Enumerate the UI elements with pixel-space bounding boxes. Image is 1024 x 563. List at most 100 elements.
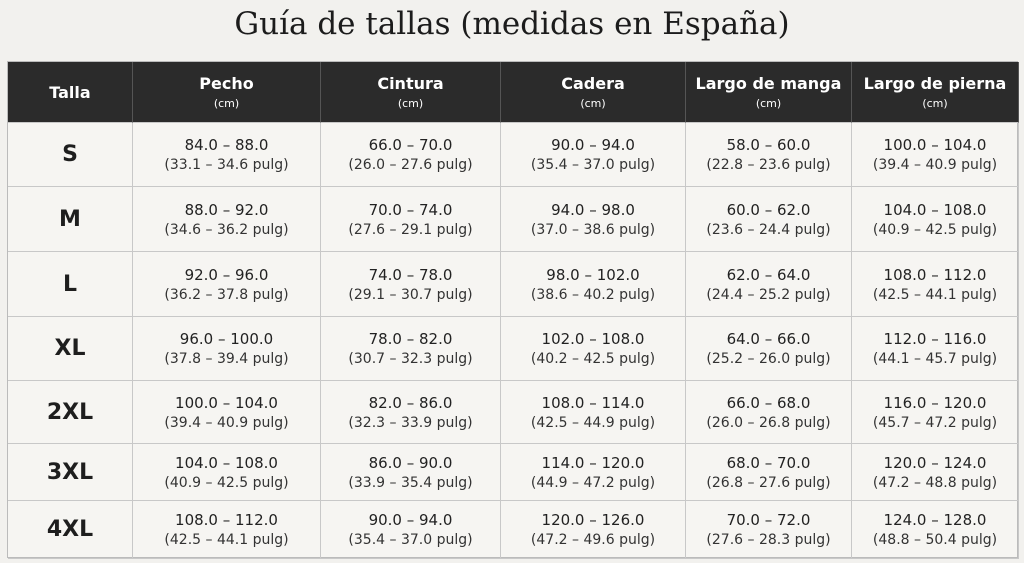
inch-range: (23.6 – 24.4 pulg) bbox=[706, 221, 831, 238]
header-cell: Largo de manga (cm) bbox=[686, 62, 852, 123]
measure-cell: 66.0 – 68.0 (26.0 – 26.8 pulg) bbox=[686, 381, 852, 444]
inch-range: (26.0 – 26.8 pulg) bbox=[706, 414, 831, 431]
header-unit: (cm) bbox=[755, 97, 782, 110]
cm-range: 92.0 – 96.0 bbox=[184, 265, 269, 284]
measure-cell: 88.0 – 92.0 (34.6 – 36.2 pulg) bbox=[133, 187, 321, 252]
measure-cell: 70.0 – 74.0 (27.6 – 29.1 pulg) bbox=[321, 187, 501, 252]
header-name: Largo de pierna bbox=[863, 74, 1007, 93]
measure-cell: 84.0 – 88.0 (33.1 – 34.6 pulg) bbox=[133, 123, 321, 187]
cm-range: 60.0 – 62.0 bbox=[726, 200, 811, 219]
cm-range: 88.0 – 92.0 bbox=[184, 200, 269, 219]
measure-cell: 100.0 – 104.0 (39.4 – 40.9 pulg) bbox=[852, 123, 1019, 187]
inch-range: (42.5 – 44.1 pulg) bbox=[872, 286, 998, 303]
measure-cell: 102.0 – 108.0 (40.2 – 42.5 pulg) bbox=[501, 317, 686, 381]
inch-range: (35.4 – 37.0 pulg) bbox=[530, 157, 656, 173]
cm-range: 64.0 – 66.0 bbox=[726, 330, 811, 348]
cm-range: 120.0 – 124.0 bbox=[883, 453, 987, 472]
cm-range: 108.0 – 112.0 bbox=[175, 511, 278, 529]
inch-range: (39.4 – 40.9 pulg) bbox=[872, 157, 998, 173]
inch-range: (30.7 – 32.3 pulg) bbox=[348, 351, 473, 367]
measure-cell: 108.0 – 112.0 (42.5 – 44.1 pulg) bbox=[133, 501, 321, 559]
inch-range: (22.8 – 23.6 pulg) bbox=[706, 157, 831, 173]
header-unit: (cm) bbox=[397, 97, 424, 110]
cm-range: 102.0 – 108.0 bbox=[541, 330, 645, 348]
measure-cell: 68.0 – 70.0 (26.8 – 27.6 pulg) bbox=[686, 444, 852, 501]
cm-range: 104.0 – 108.0 bbox=[883, 200, 987, 219]
size-label: 4XL bbox=[46, 517, 94, 542]
measure-cell: 116.0 – 120.0 (45.7 – 47.2 pulg) bbox=[852, 381, 1019, 444]
cm-range: 82.0 – 86.0 bbox=[368, 393, 453, 412]
measure-cell: 96.0 – 100.0 (37.8 – 39.4 pulg) bbox=[133, 317, 321, 381]
measure-cell: 120.0 – 126.0 (47.2 – 49.6 pulg) bbox=[501, 501, 686, 559]
inch-range: (33.1 – 34.6 pulg) bbox=[164, 157, 289, 173]
measure-cell: 66.0 – 70.0 (26.0 – 27.6 pulg) bbox=[321, 123, 501, 187]
header-cell: Cadera (cm) bbox=[501, 62, 686, 123]
measure-cell: 104.0 – 108.0 (40.9 – 42.5 pulg) bbox=[133, 444, 321, 501]
size-label: S bbox=[62, 142, 78, 167]
cm-range: 96.0 – 100.0 bbox=[179, 330, 274, 348]
inch-range: (26.8 – 27.6 pulg) bbox=[706, 474, 831, 491]
size-cell: 2XL bbox=[8, 381, 133, 444]
cm-range: 108.0 – 112.0 bbox=[883, 265, 987, 284]
size-cell: 3XL bbox=[8, 444, 133, 501]
size-cell: 4XL bbox=[8, 501, 133, 559]
cm-range: 100.0 – 104.0 bbox=[883, 136, 987, 154]
header-name: Cadera bbox=[561, 74, 625, 93]
cm-range: 86.0 – 90.0 bbox=[368, 453, 453, 472]
header-cell: Pecho (cm) bbox=[133, 62, 321, 123]
header-unit: (cm) bbox=[580, 97, 606, 110]
cm-range: 114.0 – 120.0 bbox=[541, 453, 645, 472]
cm-range: 104.0 – 108.0 bbox=[175, 453, 278, 472]
measure-cell: 64.0 – 66.0 (25.2 – 26.0 pulg) bbox=[686, 317, 852, 381]
inch-range: (47.2 – 49.6 pulg) bbox=[530, 532, 656, 548]
measure-cell: 90.0 – 94.0 (35.4 – 37.0 pulg) bbox=[321, 501, 501, 559]
measure-cell: 98.0 – 102.0 (38.6 – 40.2 pulg) bbox=[501, 252, 686, 317]
inch-range: (40.9 – 42.5 pulg) bbox=[872, 221, 998, 238]
header-name: Pecho bbox=[199, 74, 254, 93]
header-name: Cintura bbox=[377, 74, 444, 93]
size-label: XL bbox=[54, 336, 86, 361]
inch-range: (47.2 – 48.8 pulg) bbox=[872, 474, 998, 491]
inch-range: (25.2 – 26.0 pulg) bbox=[706, 351, 831, 367]
cm-range: 116.0 – 120.0 bbox=[883, 393, 987, 412]
measure-cell: 78.0 – 82.0 (30.7 – 32.3 pulg) bbox=[321, 317, 501, 381]
inch-range: (38.6 – 40.2 pulg) bbox=[530, 286, 656, 303]
inch-range: (36.2 – 37.8 pulg) bbox=[164, 286, 289, 303]
measure-cell: 120.0 – 124.0 (47.2 – 48.8 pulg) bbox=[852, 444, 1019, 501]
header-cell: Talla bbox=[8, 62, 133, 123]
cm-range: 100.0 – 104.0 bbox=[175, 393, 278, 412]
cm-range: 68.0 – 70.0 bbox=[726, 453, 811, 472]
measure-cell: 62.0 – 64.0 (24.4 – 25.2 pulg) bbox=[686, 252, 852, 317]
cm-range: 62.0 – 64.0 bbox=[726, 265, 811, 284]
measure-cell: 74.0 – 78.0 (29.1 – 30.7 pulg) bbox=[321, 252, 501, 317]
size-cell: S bbox=[8, 123, 133, 187]
size-cell: L bbox=[8, 252, 133, 317]
cm-range: 112.0 – 116.0 bbox=[883, 330, 987, 348]
inch-range: (29.1 – 30.7 pulg) bbox=[348, 286, 473, 303]
cm-range: 74.0 – 78.0 bbox=[368, 265, 453, 284]
size-cell: M bbox=[8, 187, 133, 252]
cm-range: 98.0 – 102.0 bbox=[546, 265, 640, 284]
header-name: Largo de manga bbox=[695, 74, 842, 93]
inch-range: (42.5 – 44.1 pulg) bbox=[164, 532, 289, 548]
measure-cell: 100.0 – 104.0 (39.4 – 40.9 pulg) bbox=[133, 381, 321, 444]
size-label: M bbox=[59, 206, 81, 232]
header-cell: Cintura (cm) bbox=[321, 62, 501, 123]
cm-range: 84.0 – 88.0 bbox=[184, 136, 269, 154]
inch-range: (35.4 – 37.0 pulg) bbox=[348, 532, 473, 548]
size-table: Talla Pecho (cm) Cintura (cm) Cadera (cm) Largo… bbox=[7, 61, 1019, 559]
measure-cell: 114.0 – 120.0 (44.9 – 47.2 pulg) bbox=[501, 444, 686, 501]
measure-cell: 58.0 – 60.0 (22.8 – 23.6 pulg) bbox=[686, 123, 852, 187]
cm-range: 108.0 – 114.0 bbox=[541, 393, 645, 412]
inch-range: (34.6 – 36.2 pulg) bbox=[164, 221, 289, 238]
inch-range: (44.9 – 47.2 pulg) bbox=[530, 474, 656, 491]
cm-range: 70.0 – 74.0 bbox=[368, 200, 453, 219]
inch-range: (45.7 – 47.2 pulg) bbox=[872, 414, 998, 431]
cm-range: 66.0 – 70.0 bbox=[368, 136, 453, 154]
size-label: L bbox=[62, 271, 78, 297]
inch-range: (32.3 – 33.9 pulg) bbox=[348, 414, 473, 431]
cm-range: 124.0 – 128.0 bbox=[883, 511, 987, 529]
measure-cell: 90.0 – 94.0 (35.4 – 37.0 pulg) bbox=[501, 123, 686, 187]
cm-range: 78.0 – 82.0 bbox=[368, 330, 453, 348]
